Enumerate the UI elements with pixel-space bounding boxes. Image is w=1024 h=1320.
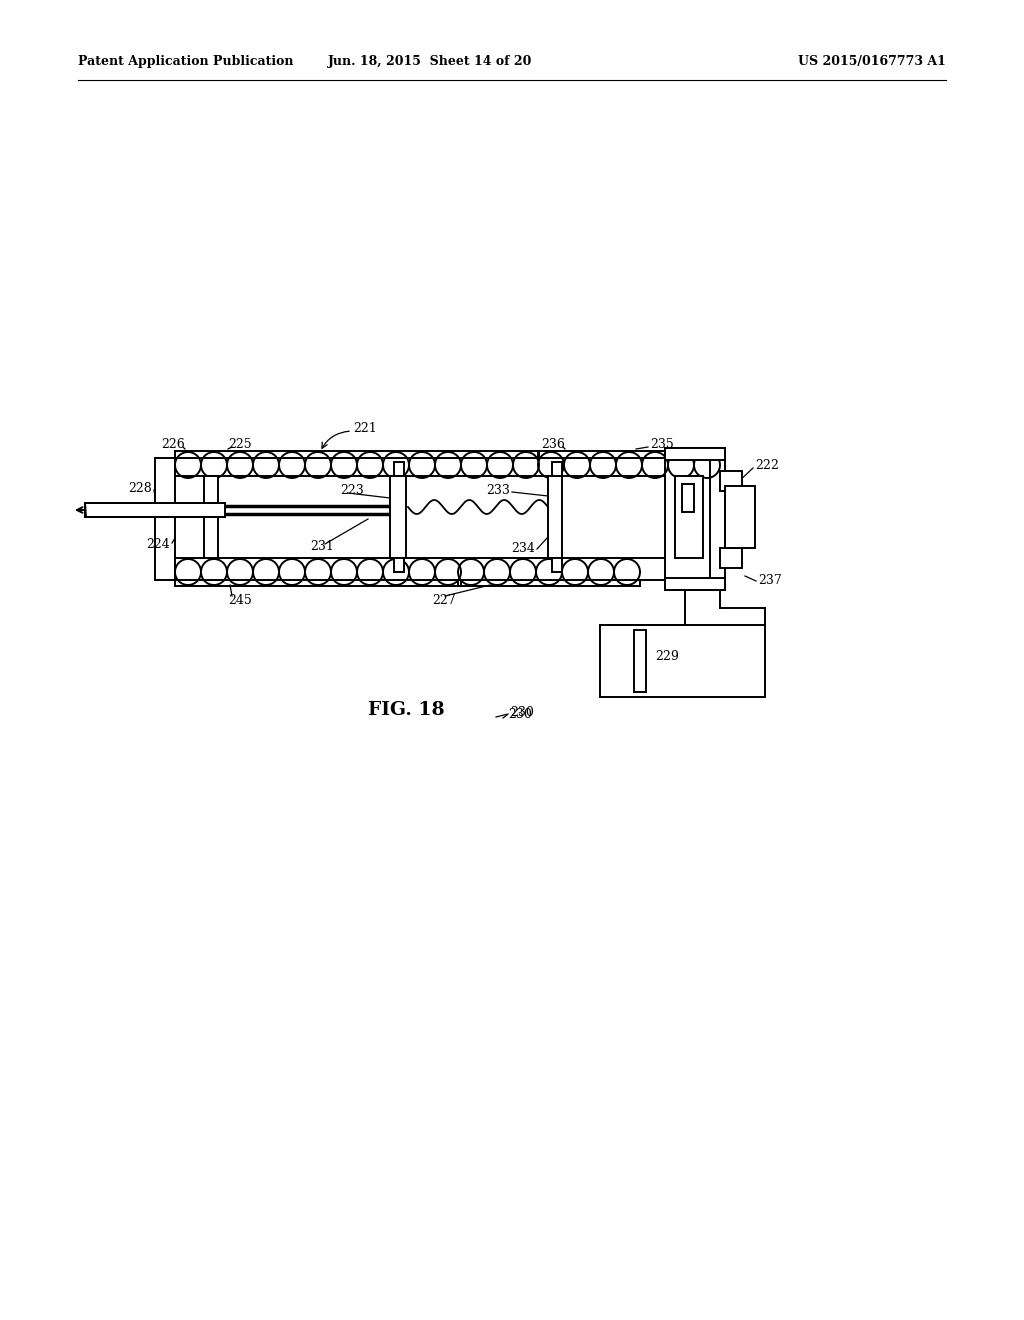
Text: 225: 225 bbox=[228, 437, 252, 450]
Bar bbox=[552, 462, 562, 477]
Text: 237: 237 bbox=[758, 573, 781, 586]
Text: 224: 224 bbox=[146, 539, 170, 552]
Text: 230: 230 bbox=[508, 708, 531, 721]
Bar bbox=[665, 447, 725, 459]
Bar bbox=[720, 471, 742, 491]
Bar bbox=[600, 624, 765, 697]
Text: $\mathregular{229}$: $\mathregular{229}$ bbox=[655, 649, 680, 663]
Text: 227: 227 bbox=[432, 594, 456, 607]
Bar bbox=[548, 477, 562, 558]
Text: 226: 226 bbox=[161, 437, 185, 450]
Bar bbox=[204, 477, 218, 558]
Text: Patent Application Publication: Patent Application Publication bbox=[78, 55, 294, 69]
Bar bbox=[665, 578, 725, 590]
Bar bbox=[552, 558, 562, 572]
Text: 230: 230 bbox=[510, 706, 534, 719]
Bar bbox=[394, 558, 404, 572]
Bar bbox=[155, 458, 175, 579]
Text: Jun. 18, 2015  Sheet 14 of 20: Jun. 18, 2015 Sheet 14 of 20 bbox=[328, 55, 532, 69]
Bar bbox=[682, 484, 694, 512]
Text: 233: 233 bbox=[486, 483, 510, 496]
Text: 221: 221 bbox=[353, 421, 377, 434]
Text: 231: 231 bbox=[310, 540, 334, 553]
Text: 236: 236 bbox=[541, 437, 565, 450]
Text: 228: 228 bbox=[128, 482, 152, 495]
Text: FIG. 18: FIG. 18 bbox=[368, 701, 444, 719]
Bar bbox=[390, 477, 406, 558]
Text: $\mathregular{222}$: $\mathregular{222}$ bbox=[755, 458, 779, 473]
Text: 235: 235 bbox=[650, 437, 674, 450]
Bar bbox=[725, 486, 755, 548]
Text: 234: 234 bbox=[511, 541, 535, 554]
Bar bbox=[675, 477, 703, 558]
Bar bbox=[634, 630, 646, 692]
Text: US 2015/0167773 A1: US 2015/0167773 A1 bbox=[798, 55, 946, 69]
Bar bbox=[665, 447, 725, 590]
Text: 245: 245 bbox=[228, 594, 252, 607]
Bar bbox=[85, 503, 225, 517]
Bar bbox=[394, 462, 404, 477]
Bar bbox=[710, 447, 725, 590]
Text: 223: 223 bbox=[340, 484, 364, 498]
Bar bbox=[720, 548, 742, 568]
